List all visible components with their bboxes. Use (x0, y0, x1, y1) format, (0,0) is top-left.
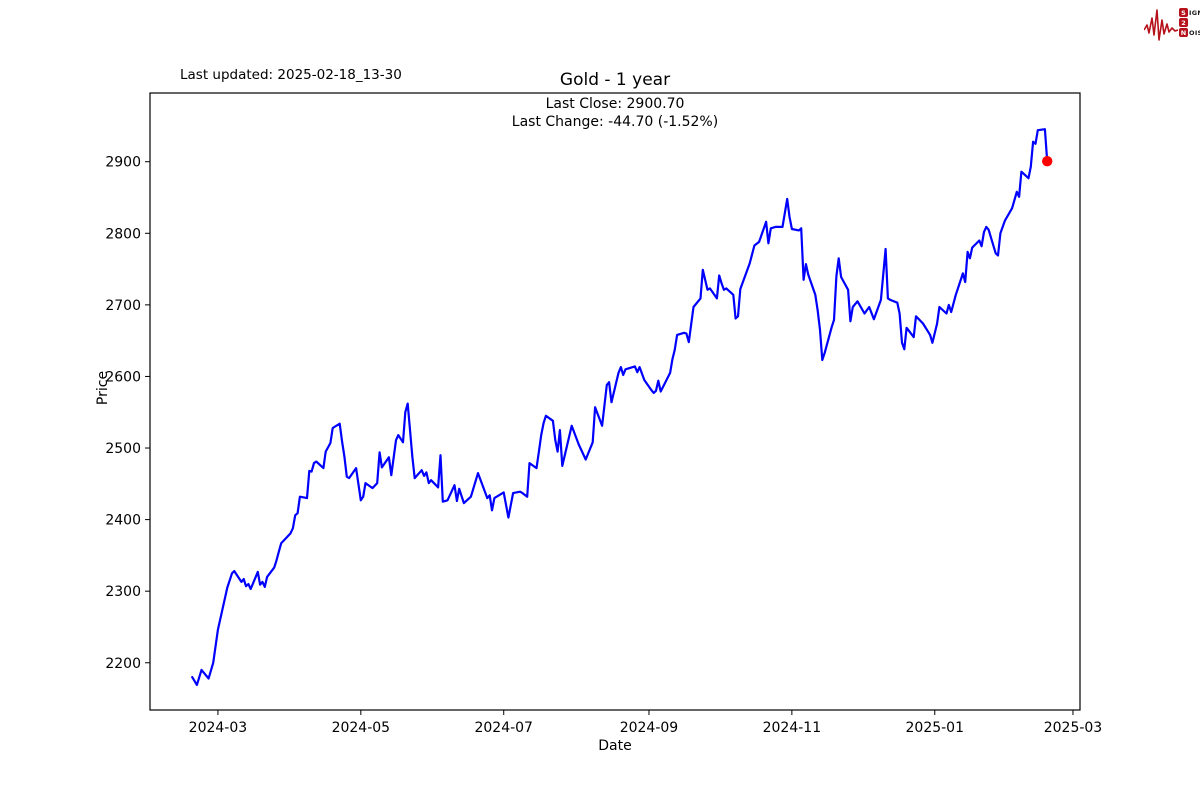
y-axis-label: Price (95, 370, 112, 406)
plot-frame (149, 92, 1081, 711)
annotation-block: Last Close: 2900.70 Last Change: -44.70 … (150, 95, 1080, 131)
logo-badge-2: 2 (1179, 18, 1188, 27)
y-tick-label: 2300 (105, 584, 141, 600)
x-axis-label: Date (598, 738, 632, 754)
logo-word-ignal: IGNAL (1189, 8, 1200, 17)
y-tick-label: 2900 (105, 155, 141, 171)
x-tick-label: 2025-01 (906, 720, 965, 736)
y-tick-label: 2700 (105, 298, 141, 314)
x-tick-label: 2024-09 (620, 720, 679, 736)
y-tick-label: 2400 (105, 513, 141, 529)
logo-row-2: 2 (1179, 18, 1200, 27)
last-change-text: Last Change: -44.70 (-1.52%) (511, 114, 719, 130)
logo-badge-s: S (1179, 8, 1188, 17)
last-close-text: Last Close: 2900.70 (545, 96, 685, 112)
price-line (191, 128, 1049, 687)
logo-badge-n: N (1179, 28, 1188, 37)
waveform-icon (1144, 9, 1178, 41)
y-tick-label: 2800 (105, 226, 141, 242)
last-updated-text: Last updated: 2025-02-18_13-30 (180, 67, 402, 83)
logo-word-oise: OISE (1189, 28, 1200, 37)
x-tick-label: 2024-03 (189, 720, 248, 736)
y-tick-label: 2500 (105, 441, 141, 457)
last-price-marker (1042, 156, 1053, 167)
logo-text: S IGNAL 2 N OISE (1179, 8, 1200, 37)
x-tick-label: 2024-05 (332, 720, 391, 736)
logo-row-signal: S IGNAL (1179, 8, 1200, 17)
y-tick-label: 2600 (105, 369, 141, 385)
x-tick-label: 2025-03 (1044, 720, 1103, 736)
chart-title: Gold - 1 year (559, 70, 671, 90)
signal-2-noise-logo: S IGNAL 2 N OISE (1144, 4, 1200, 46)
x-tick-label: 2024-11 (763, 720, 822, 736)
y-tick-label: 2200 (105, 656, 141, 672)
logo-row-noise: N OISE (1179, 28, 1200, 37)
x-tick-label: 2024-07 (474, 720, 533, 736)
